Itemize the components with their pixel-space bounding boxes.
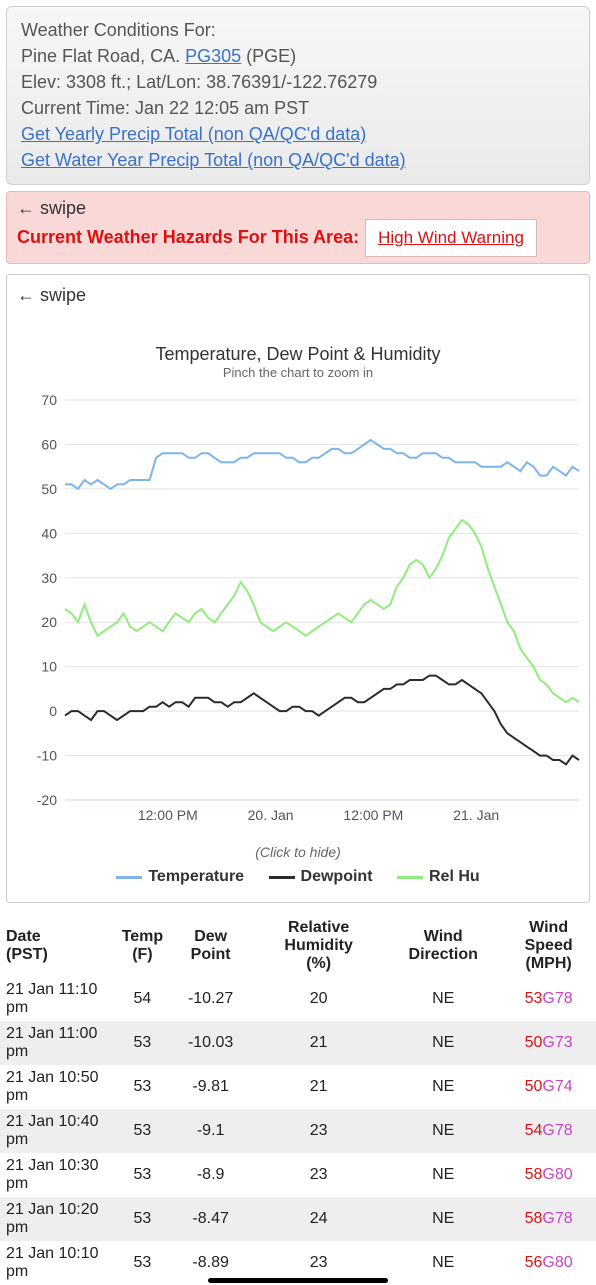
observations-table: Date (PST) Temp (F) Dew Point Relative H… [0, 915, 596, 1285]
table-body: 21 Jan 11:10 pm54-10.2720NE53G7821 Jan 1… [0, 977, 596, 1285]
cell-rh: 21 [252, 1065, 385, 1109]
cell-wdir: NE [385, 1153, 501, 1197]
svg-text:40: 40 [41, 525, 57, 541]
legend-temperature[interactable]: Temperature [116, 868, 244, 886]
cell-temp: 53 [116, 1197, 169, 1241]
th-temp: Temp (F) [116, 915, 169, 977]
cell-wind: 50G74 [501, 1065, 596, 1109]
cell-temp: 53 [116, 1065, 169, 1109]
cell-wdir: NE [385, 1109, 501, 1153]
info-line-2: Pine Flat Road, CA. PG305 (PGE) [21, 43, 575, 69]
table-row: 21 Jan 10:20 pm53-8.4724NE58G78 [0, 1197, 596, 1241]
cell-date: 21 Jan 10:20 pm [0, 1197, 116, 1241]
station-code-link[interactable]: PG305 [185, 46, 241, 66]
th-wspd: Wind Speed (MPH) [501, 915, 596, 977]
legend-dew-swatch [269, 876, 295, 879]
yearly-precip-link[interactable]: Get Yearly Precip Total (non QA/QC'd dat… [21, 124, 366, 144]
legend-relhumidity[interactable]: Rel Hu [397, 868, 480, 886]
info-line-3: Elev: 3308 ft.; Lat/Lon: 38.76391/-122.7… [21, 69, 575, 95]
cell-temp: 53 [116, 1021, 169, 1065]
svg-text:20. Jan: 20. Jan [248, 807, 294, 823]
cell-wind: 53G78 [501, 977, 596, 1021]
cell-wdir: NE [385, 1021, 501, 1065]
cell-temp: 53 [116, 1109, 169, 1153]
wateryear-precip-link[interactable]: Get Water Year Precip Total (non QA/QC'd… [21, 150, 406, 170]
svg-text:0: 0 [49, 703, 57, 719]
cell-date: 21 Jan 10:30 pm [0, 1153, 116, 1197]
chart-panel: ← swipe Temperature, Dew Point & Humidit… [6, 274, 590, 904]
legend-dewpoint[interactable]: Dewpoint [269, 868, 373, 886]
cell-wind: 58G80 [501, 1153, 596, 1197]
table-row: 21 Jan 11:00 pm53-10.0321NE50G73 [0, 1021, 596, 1065]
cell-date: 21 Jan 11:10 pm [0, 977, 116, 1021]
svg-text:12:00 PM: 12:00 PM [343, 807, 403, 823]
svg-text:60: 60 [41, 436, 57, 452]
legend-temp-swatch [116, 876, 142, 879]
cell-wind: 50G73 [501, 1021, 596, 1065]
station-info-panel: Weather Conditions For: Pine Flat Road, … [6, 6, 590, 185]
chart-swipe-hint: ← swipe [15, 281, 581, 314]
svg-text:10: 10 [41, 658, 57, 674]
table-row: 21 Jan 11:10 pm54-10.2720NE53G78 [0, 977, 596, 1021]
th-date: Date (PST) [0, 915, 116, 977]
legend-temp-label: Temperature [148, 868, 244, 886]
cell-temp: 53 [116, 1153, 169, 1197]
cell-dew: -8.47 [169, 1197, 252, 1241]
home-indicator [0, 1277, 596, 1283]
cell-rh: 23 [252, 1109, 385, 1153]
svg-text:-20: -20 [37, 792, 57, 808]
svg-text:20: 20 [41, 614, 57, 630]
cell-dew: -10.27 [169, 977, 252, 1021]
svg-text:30: 30 [41, 569, 57, 585]
info-line-4: Current Time: Jan 22 12:05 am PST [21, 95, 575, 121]
cell-wdir: NE [385, 1197, 501, 1241]
table-row: 21 Jan 10:40 pm53-9.123NE54G78 [0, 1109, 596, 1153]
cell-rh: 23 [252, 1153, 385, 1197]
cell-wdir: NE [385, 977, 501, 1021]
chart-subtitle: Pinch the chart to zoom in [15, 365, 581, 380]
svg-text:12:00 PM: 12:00 PM [138, 807, 198, 823]
svg-text:21. Jan: 21. Jan [453, 807, 499, 823]
cell-wdir: NE [385, 1065, 501, 1109]
legend-click-hide: (Click to hide) [15, 844, 581, 860]
cell-dew: -9.1 [169, 1109, 252, 1153]
chart-svg[interactable]: -20 -10 0 10 20 30 40 50 60 70 12:00 PM 20. Jan 12:0… [15, 390, 585, 830]
hazard-title: Current Weather Hazards For This Area: [17, 227, 359, 248]
hazard-bar: ← swipe Current Weather Hazards For This… [6, 191, 590, 264]
cell-date: 21 Jan 11:00 pm [0, 1021, 116, 1065]
station-name: Pine Flat Road, CA. [21, 46, 185, 66]
chart-title: Temperature, Dew Point & Humidity [15, 344, 581, 365]
station-suffix: (PGE) [241, 46, 296, 66]
cell-dew: -8.9 [169, 1153, 252, 1197]
cell-dew: -10.03 [169, 1021, 252, 1065]
cell-rh: 20 [252, 977, 385, 1021]
cell-rh: 21 [252, 1021, 385, 1065]
cell-date: 21 Jan 10:40 pm [0, 1109, 116, 1153]
th-rh: Relative Humidity (%) [252, 915, 385, 977]
table-row: 21 Jan 10:30 pm53-8.923NE58G80 [0, 1153, 596, 1197]
hazard-swipe-hint: ← swipe [17, 198, 571, 219]
high-wind-warning-button[interactable]: High Wind Warning [365, 219, 537, 257]
svg-text:70: 70 [41, 392, 57, 408]
th-wdir: Wind Direction [385, 915, 501, 977]
cell-wind: 54G78 [501, 1109, 596, 1153]
svg-text:-10: -10 [37, 747, 57, 763]
cell-date: 21 Jan 10:50 pm [0, 1065, 116, 1109]
table-header: Date (PST) Temp (F) Dew Point Relative H… [0, 915, 596, 977]
svg-text:50: 50 [41, 480, 57, 496]
th-dew: Dew Point [169, 915, 252, 977]
legend-rh-swatch [397, 876, 423, 879]
chart-legend: (Click to hide) Temperature Dewpoint Rel… [15, 844, 581, 887]
cell-temp: 54 [116, 977, 169, 1021]
legend-rh-label: Rel Hu [429, 868, 480, 886]
info-line-1: Weather Conditions For: [21, 17, 575, 43]
cell-rh: 24 [252, 1197, 385, 1241]
table-row: 21 Jan 10:50 pm53-9.8121NE50G74 [0, 1065, 596, 1109]
legend-dew-label: Dewpoint [301, 868, 373, 886]
cell-wind: 58G78 [501, 1197, 596, 1241]
cell-dew: -9.81 [169, 1065, 252, 1109]
